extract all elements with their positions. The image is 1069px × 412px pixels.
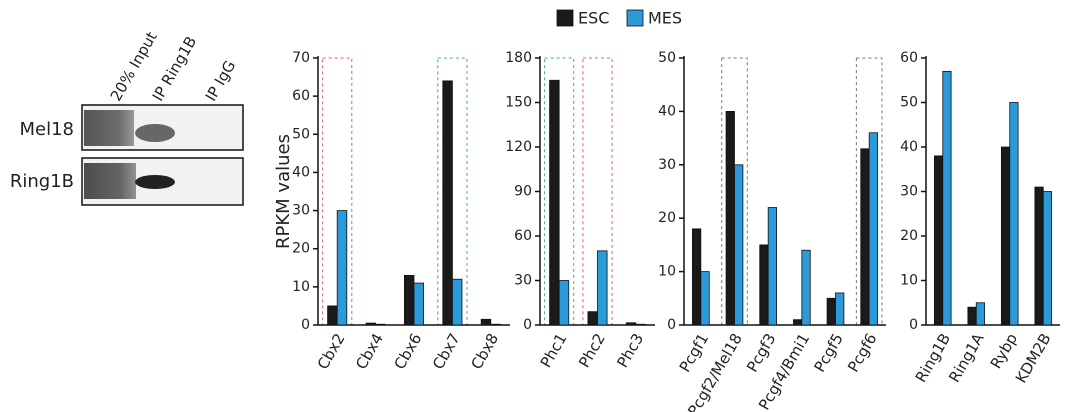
y-tick-label: 70 [292, 50, 310, 66]
y-tick-label: 40 [658, 103, 676, 119]
legend-swatch [557, 10, 573, 26]
y-tick-label: 60 [900, 50, 918, 66]
bar [559, 281, 569, 326]
y-tick-label: 60 [514, 228, 532, 244]
x-tick-label: Cbx4 [352, 330, 387, 372]
x-tick-label: Cbx2 [314, 330, 349, 372]
y-tick-label: 20 [900, 228, 918, 244]
y-tick-label: 0 [909, 317, 918, 333]
blot-band [135, 124, 175, 142]
x-tick-label: Phc2 [575, 330, 609, 370]
bar [598, 251, 608, 325]
bar [976, 303, 984, 325]
row-label: Mel18 [19, 119, 74, 140]
bar [1010, 103, 1018, 326]
y-tick-label: 180 [505, 50, 532, 66]
y-tick-label: 20 [292, 241, 310, 257]
bar [366, 323, 376, 325]
y-tick-label: 50 [900, 95, 918, 111]
figure: 20% Input IP Ring1B IP IgG Mel18 Ring1B … [0, 0, 1069, 412]
bar [943, 71, 951, 325]
bar [802, 250, 810, 325]
bar [481, 319, 491, 325]
y-tick-label: 30 [292, 203, 310, 219]
y-tick-label: 30 [900, 184, 918, 200]
lane-label: IP IgG [202, 57, 239, 104]
blot-band [135, 175, 175, 189]
y-tick-label: 0 [301, 317, 310, 333]
bar [452, 279, 462, 325]
y-tick-label: 60 [292, 88, 310, 104]
bar [701, 272, 709, 325]
bar [337, 211, 347, 325]
western-blot: 20% Input IP Ring1B IP IgG Mel18 Ring1B [10, 29, 243, 205]
y-tick-label: 150 [505, 95, 532, 111]
y-tick-label: 50 [658, 50, 676, 66]
y-tick-label: 0 [523, 317, 532, 333]
y-tick-label: 10 [292, 279, 310, 295]
y-tick-label: 40 [292, 164, 310, 180]
bar [968, 307, 976, 325]
bar [588, 312, 598, 325]
legend-label: MES [648, 9, 682, 28]
x-tick-label: Pcgf1 [676, 330, 712, 375]
y-tick-label: 40 [900, 139, 918, 155]
page: 20% Input IP Ring1B IP IgG Mel18 Ring1B … [0, 0, 1069, 412]
bar [443, 81, 453, 325]
x-tick-label: Pcgf6 [844, 330, 880, 375]
legend-label: ESC [578, 9, 609, 28]
bar [1043, 192, 1051, 326]
y-tick-label: 0 [667, 317, 676, 333]
x-tick-label: Cbx7 [429, 330, 464, 372]
bar [768, 208, 776, 325]
bar [760, 245, 768, 325]
bar [491, 324, 501, 325]
blot-band [84, 110, 134, 146]
y-tick-label: 10 [900, 273, 918, 289]
y-tick-label: 90 [514, 184, 532, 200]
bar [869, 133, 877, 325]
y-tick-label: 10 [658, 264, 676, 280]
bar [636, 324, 646, 325]
y-tick-label: 30 [514, 273, 532, 289]
blot-band [84, 163, 136, 199]
x-tick-label: Phc3 [613, 330, 647, 370]
bar [827, 298, 835, 325]
x-tick-label: Rybp [987, 330, 1021, 372]
bar [793, 320, 801, 325]
bar [404, 275, 414, 325]
x-tick-label: Cbx6 [391, 330, 426, 372]
x-tick-label: Pcgf5 [810, 330, 846, 375]
y-tick-label: 30 [658, 157, 676, 173]
bar [692, 229, 700, 325]
bar [836, 293, 844, 325]
y-tick-label: 120 [505, 139, 532, 155]
row-label: Ring1B [10, 171, 74, 192]
x-tick-label: Phc1 [537, 330, 571, 370]
bar [550, 80, 560, 325]
bar [861, 149, 869, 325]
bar [376, 324, 386, 325]
bar [934, 156, 942, 325]
bar [735, 165, 743, 325]
bar [414, 283, 424, 325]
y-tick-label: 50 [292, 126, 310, 142]
x-tick-label: Pcgf3 [743, 330, 779, 375]
bar [626, 323, 636, 325]
legend-swatch [627, 10, 643, 26]
y-tick-label: 20 [658, 210, 676, 226]
y-axis-label: RPKM values [273, 134, 294, 249]
bar [1035, 187, 1043, 325]
bar [1001, 147, 1009, 325]
x-tick-label: Cbx8 [467, 330, 502, 372]
bar [726, 111, 734, 325]
bar [328, 306, 338, 325]
